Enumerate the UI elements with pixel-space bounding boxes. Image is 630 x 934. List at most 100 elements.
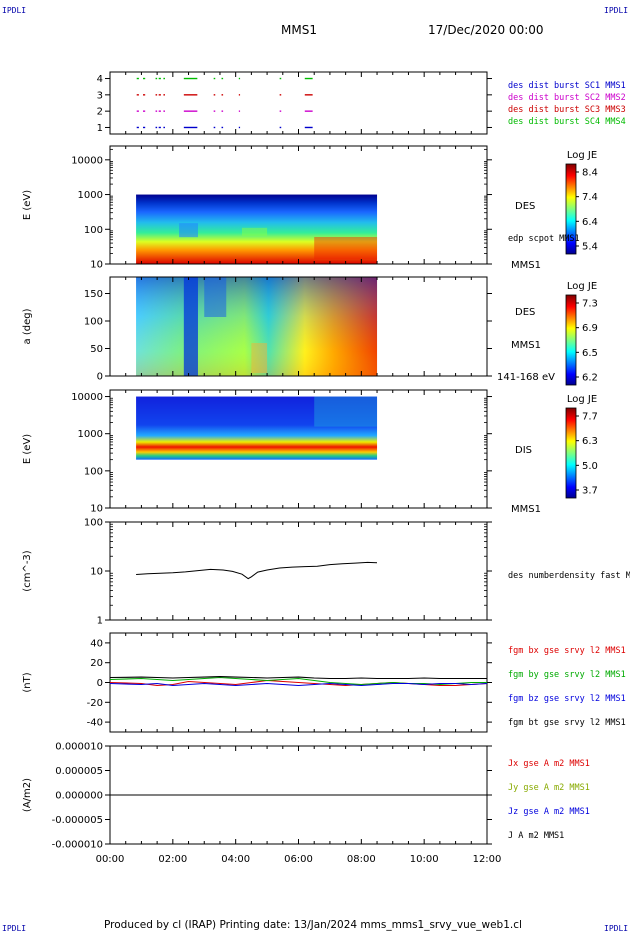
des-energy-colorbar-tick-label: 8.4 bbox=[582, 168, 598, 179]
time-axis-tick-label: 12:00 bbox=[473, 854, 502, 865]
bfield-series-label: fgm bx gse srvy l2 MMS1 bbox=[508, 646, 626, 656]
density-series-line bbox=[136, 561, 378, 580]
dis-energy-colorbar-title: Log JE bbox=[567, 394, 597, 405]
current-series-label: Jy gse A m2 MMS1 bbox=[508, 783, 590, 793]
burst-panel-ytick-label: 4 bbox=[97, 74, 103, 85]
des-energy-instrument-label: DES bbox=[515, 201, 535, 212]
burst-legend-entry: des dist burst SC1 MMS1 bbox=[508, 81, 626, 91]
bfield-panel-ytick-label: -20 bbox=[87, 698, 103, 709]
pitch-panel-ytick-label: 150 bbox=[84, 289, 103, 300]
current-panel-ytick-label: 0.000000 bbox=[55, 791, 103, 802]
density-panel-ytick-label: 1 bbox=[97, 616, 103, 627]
burst-panel-ytick-label: 3 bbox=[97, 90, 103, 101]
des-energy-colorbar-tick-label: 7.4 bbox=[582, 192, 598, 203]
dis-energy-panel-ytick-label: 10000 bbox=[71, 392, 103, 403]
pitch-colorbar-tick-label: 6.2 bbox=[582, 373, 598, 384]
corner-label-bottom-left: IPDLI bbox=[2, 924, 27, 933]
pitch-panel-ylabel: a (deg) bbox=[22, 308, 33, 344]
dis-spectrogram-body bbox=[136, 396, 378, 460]
current-panel-ytick-label: 0.000010 bbox=[55, 742, 103, 753]
density-panel-frame bbox=[109, 521, 488, 621]
dis-energy-colorbar-tick-label: 6.3 bbox=[582, 436, 598, 447]
pitch-spacecraft-label: MMS1 bbox=[511, 340, 541, 351]
dis-energy-colorbar bbox=[565, 407, 577, 499]
burst-panel-ytick-label: 1 bbox=[97, 123, 103, 134]
dis-energy-colorbar-tick-label: 3.7 bbox=[582, 486, 598, 497]
pitch-panel-ytick-label: 0 bbox=[97, 372, 103, 383]
bfield-series-line bbox=[109, 676, 487, 686]
density-panel-ytick-label: 100 bbox=[84, 518, 103, 529]
des-spectrogram-feature bbox=[241, 227, 268, 236]
dis-energy-panel-ytick-label: 100 bbox=[84, 466, 103, 477]
burst-legend-entry: des dist burst SC4 MMS4 bbox=[508, 117, 626, 127]
pitch-colorbar-tick-label: 7.3 bbox=[582, 299, 598, 310]
des-energy-colorbar-tick-label: 6.4 bbox=[582, 217, 598, 228]
spacecraft-title: MMS1 bbox=[281, 23, 317, 37]
burst-panel-ytick-label: 2 bbox=[97, 107, 103, 118]
pitch-colorbar-tick-label: 6.9 bbox=[582, 323, 598, 334]
density-panel-ytick-label: 10 bbox=[90, 567, 103, 578]
bfield-series-label: fgm by gse srvy l2 MMS1 bbox=[508, 670, 626, 680]
dis-spacecraft-label: MMS1 bbox=[511, 504, 541, 515]
dis-spectrogram-feature bbox=[314, 396, 378, 427]
bfield-series-line bbox=[109, 682, 488, 687]
dis-instrument-label: DIS bbox=[515, 445, 532, 456]
current-series-label: Jx gse A m2 MMS1 bbox=[508, 759, 590, 769]
current-panel-ytick-label: -0.000005 bbox=[52, 815, 103, 826]
dis-energy-colorbar-tick-label: 7.7 bbox=[582, 412, 598, 423]
bfield-panel-ylabel: (nT) bbox=[22, 672, 33, 692]
des-energy-colorbar-title: Log JE bbox=[567, 150, 597, 161]
time-axis-tick-label: 10:00 bbox=[410, 854, 439, 865]
des-energy-panel-ytick-label: 1000 bbox=[78, 190, 103, 201]
des-energy-spacecraft-label: MMS1 bbox=[511, 260, 541, 271]
des-energy-colorbar bbox=[565, 163, 577, 255]
des-energy-panel-ylabel: E (eV) bbox=[22, 190, 33, 220]
des-energy-panel-ytick-label: 100 bbox=[84, 225, 103, 236]
burst-legend-entry: des dist burst SC2 MMS2 bbox=[508, 93, 626, 103]
des-energy-scpot-label: edp scpot MMS1 bbox=[508, 234, 580, 244]
pitch-instrument-label: DES bbox=[515, 307, 535, 318]
pitch-colorbar bbox=[565, 294, 577, 386]
current-panel-ytick-label: 0.000005 bbox=[55, 766, 103, 777]
des-energy-panel-ytick-label: 10 bbox=[90, 260, 103, 271]
des-energy-colorbar-tick-label: 5.4 bbox=[582, 242, 598, 253]
corner-label-top-left: IPDLI bbox=[2, 6, 27, 15]
current-panel-ytick-label: -0.000010 bbox=[52, 840, 103, 851]
pitch-colorbar-tick-label: 6.5 bbox=[582, 348, 598, 359]
pitch-spectrogram-shading bbox=[136, 277, 378, 376]
time-axis-tick-label: 00:00 bbox=[96, 854, 125, 865]
pitch-colorbar-title: Log JE bbox=[567, 281, 597, 292]
bfield-series-label: fgm bt gse srvy l2 MMS1 bbox=[508, 718, 626, 728]
dis-energy-colorbar-tick-label: 5.0 bbox=[582, 461, 598, 472]
density-panel-ylabel: (cm^-3) bbox=[22, 550, 33, 591]
pitch-panel-ytick-label: 50 bbox=[90, 344, 103, 355]
current-series-label: J A m2 MMS1 bbox=[508, 831, 564, 841]
bfield-series-line bbox=[109, 676, 487, 680]
current-panel-ylabel: (A/m2) bbox=[22, 778, 33, 812]
des-spectrogram-feature bbox=[314, 236, 378, 259]
density-series-label: des numberdensity fast MMS1 bbox=[508, 571, 630, 581]
date-title: 17/Dec/2020 00:00 bbox=[428, 23, 544, 37]
pitch-spectrogram-feature bbox=[251, 343, 268, 373]
bfield-panel-ytick-label: 40 bbox=[90, 638, 103, 649]
pitch-panel-ytick-label: 100 bbox=[84, 317, 103, 328]
bfield-panel-ytick-label: 20 bbox=[90, 658, 103, 669]
dis-energy-panel-ylabel: E (eV) bbox=[22, 434, 33, 464]
dis-energy-panel-ytick-label: 10 bbox=[90, 504, 103, 515]
des-energy-panel-ytick-label: 10000 bbox=[71, 155, 103, 166]
dis-energy-panel-ytick-label: 1000 bbox=[78, 429, 103, 440]
footer-credits: Produced by cl (IRAP) Printing date: 13/… bbox=[104, 919, 522, 931]
time-axis-tick-label: 04:00 bbox=[221, 854, 250, 865]
pitch-energy-range-label: 141-168 eV bbox=[497, 372, 555, 383]
pitch-spectrogram-feature bbox=[183, 277, 198, 376]
pitch-spectrogram-feature bbox=[204, 277, 227, 317]
bfield-series-label: fgm bz gse srvy l2 MMS1 bbox=[508, 694, 626, 704]
burst-panel-frame bbox=[109, 71, 488, 135]
time-axis-tick-label: 08:00 bbox=[347, 854, 376, 865]
current-series-label: Jz gse A m2 MMS1 bbox=[508, 807, 590, 817]
corner-label-top-right: IPDLI bbox=[604, 6, 629, 15]
time-axis-tick-label: 02:00 bbox=[158, 854, 187, 865]
bfield-panel-ytick-label: -40 bbox=[87, 718, 103, 729]
corner-label-bottom-right: IPDLI bbox=[604, 924, 629, 933]
